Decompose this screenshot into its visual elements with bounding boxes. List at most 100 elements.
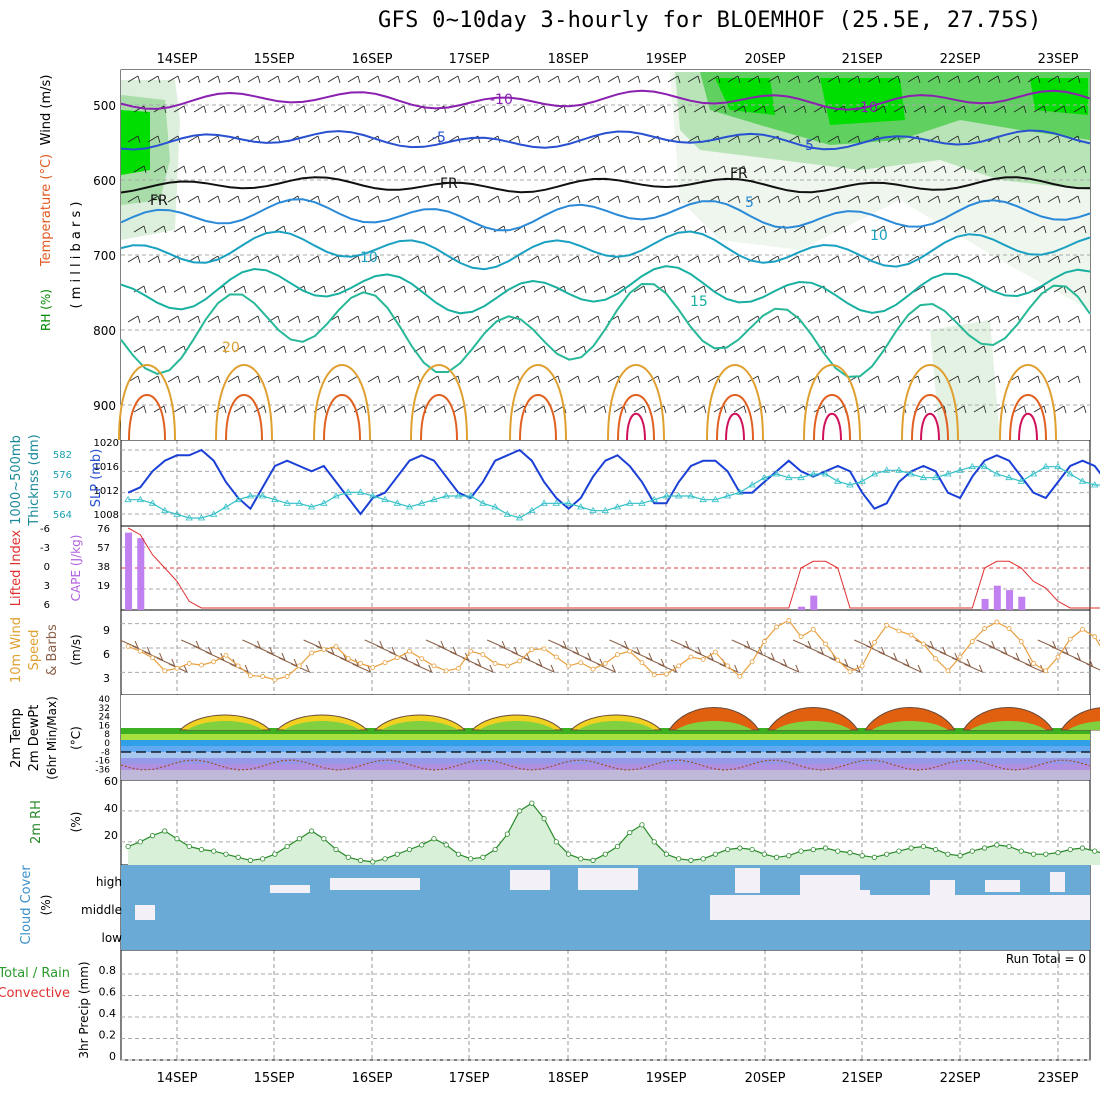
cape-bar — [981, 598, 989, 610]
wind-barb — [609, 639, 629, 649]
wind-speed-point — [859, 663, 865, 669]
rh-tick: 60 — [104, 775, 118, 788]
thickness-marker — [258, 492, 267, 499]
wind-barb — [193, 345, 207, 354]
lifted-index-label: Lifted Index — [9, 529, 24, 606]
wind-barb — [487, 255, 501, 264]
wind-barb — [187, 195, 201, 204]
precip-total-label: Total / Rain — [0, 966, 70, 981]
wind-barb — [327, 651, 348, 661]
wind-barb — [527, 75, 541, 84]
wind-barb — [247, 315, 261, 324]
wind-speed-point — [872, 639, 877, 645]
wind-barb — [287, 255, 301, 264]
rh-point — [578, 856, 584, 862]
rh-unit-label: (%) — [69, 812, 83, 833]
rh-point — [994, 842, 1000, 848]
wind-speed-point — [199, 662, 204, 668]
wind-barb — [847, 255, 861, 264]
wind-barb — [273, 285, 287, 294]
wind-barb — [367, 315, 381, 324]
wind-barb — [227, 75, 241, 84]
wind-barb — [927, 375, 941, 384]
wind-barb — [593, 285, 607, 294]
wind-barb — [393, 285, 407, 294]
wind-barb — [293, 345, 307, 354]
cape-bar — [810, 595, 818, 610]
wind-barb — [767, 75, 781, 84]
warm-contour — [313, 364, 371, 441]
wind-barb — [307, 75, 321, 84]
wind-barb — [167, 75, 181, 84]
rh-point — [443, 842, 449, 848]
wind-barb — [242, 639, 262, 649]
wind-barb — [913, 105, 927, 114]
wind-barb — [1027, 315, 1041, 324]
wind-barb — [733, 225, 747, 234]
wind-barb — [473, 405, 487, 414]
wind-tick: 3 — [103, 672, 110, 685]
wind-barb — [487, 195, 501, 204]
wind-speed-point — [627, 648, 633, 654]
wind-barb — [527, 195, 541, 204]
wind-barb — [793, 105, 807, 114]
wind-speed-point — [541, 646, 547, 652]
wind-speed-point — [321, 647, 327, 653]
wind-barb — [293, 105, 307, 114]
wind-speed-point — [688, 654, 694, 660]
rh-point — [468, 856, 474, 862]
wind-barb — [933, 345, 947, 354]
wind-barb — [573, 165, 587, 174]
slp-tick: 1016 — [94, 462, 119, 473]
wind-barb — [731, 639, 751, 649]
wind-barb — [1047, 75, 1061, 84]
wind-barb — [627, 255, 641, 264]
wind-speed-point — [945, 668, 951, 674]
wind-barb — [119, 639, 140, 649]
wind-barb — [867, 195, 881, 204]
wind-barb — [333, 225, 347, 234]
wind-barb — [667, 375, 681, 384]
wind-barb — [753, 225, 767, 234]
wind-barb — [933, 285, 947, 294]
wind-barb — [173, 105, 187, 114]
wind-barb — [227, 195, 241, 204]
rh-point — [174, 836, 180, 842]
wind-barb — [560, 645, 580, 655]
wind-barb — [389, 651, 409, 661]
date-label-top: 15SEP — [254, 52, 295, 67]
wind-barb — [987, 255, 1001, 264]
date-label-bottom: 16SEP — [352, 1071, 393, 1086]
contour-label: -10 — [855, 100, 878, 116]
wind-barb — [573, 105, 587, 114]
wind-barb — [1007, 75, 1021, 84]
thickness-marker — [381, 495, 389, 503]
wind-speed-point — [345, 656, 351, 661]
wind-barb — [787, 75, 801, 84]
wind-barb — [267, 75, 281, 84]
wind-barb — [753, 285, 767, 294]
precip-tick: 0.2 — [99, 1029, 117, 1042]
contour-label: FR — [440, 176, 458, 192]
wind-barb — [147, 195, 161, 204]
temp-tick: 24 — [99, 713, 111, 723]
wind-barb — [887, 255, 901, 264]
wind-barb — [847, 315, 861, 324]
wind-barb — [813, 225, 827, 234]
rh-point — [1043, 851, 1049, 857]
wind-barb — [753, 345, 767, 354]
millibars-label: ( m i l l i b a r s ) — [69, 202, 84, 309]
wind-barb — [1067, 255, 1081, 264]
thickness-marker — [320, 499, 328, 506]
wind-barb — [913, 345, 927, 354]
rh-point — [149, 833, 156, 839]
warm-contour — [617, 394, 655, 441]
thickness-marker — [968, 462, 977, 470]
wind-barb — [913, 165, 927, 174]
temp-tick: 32 — [99, 704, 110, 714]
rh-point — [137, 839, 143, 845]
wind-barb — [453, 225, 467, 234]
wind-barb — [597, 663, 617, 673]
wind-barb — [132, 645, 152, 655]
wind-barb — [168, 663, 188, 673]
